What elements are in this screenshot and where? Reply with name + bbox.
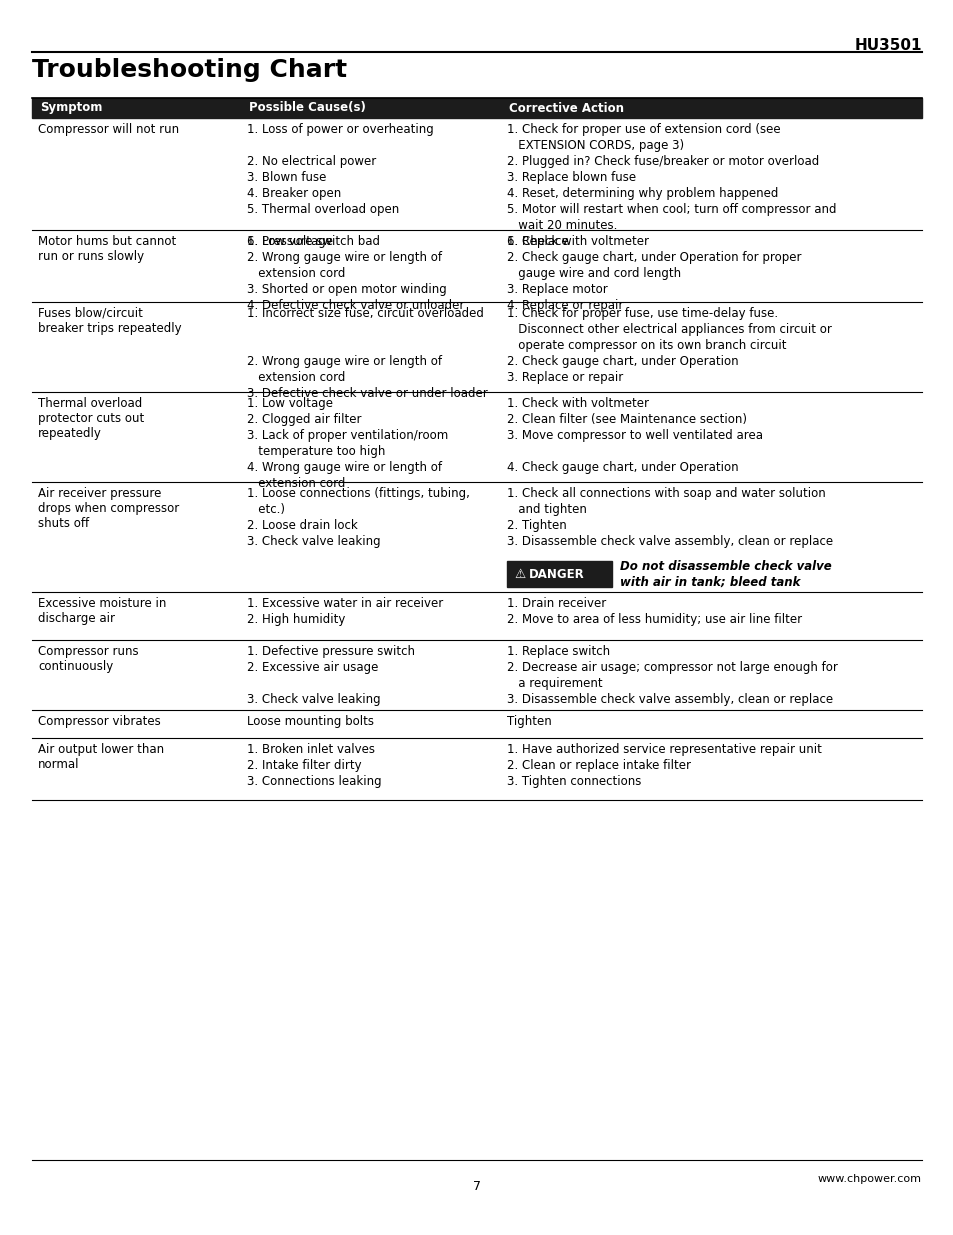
Text: 1. Check for proper use of extension cord (see
   EXTENSION CORDS, page 3)
2. Pl: 1. Check for proper use of extension cor… [506,124,836,248]
Text: 1. Incorrect size fuse, circuit overloaded


2. Wrong gauge wire or length of
  : 1. Incorrect size fuse, circuit overload… [247,308,487,400]
Text: 1. Loss of power or overheating

2. No electrical power
3. Blown fuse
4. Breaker: 1. Loss of power or overheating 2. No el… [247,124,434,248]
Bar [32,98,921,119]
Text: Compressor runs
continuously: Compressor runs continuously [38,645,138,673]
Text: Corrective Action: Corrective Action [509,101,623,115]
Text: HU3501: HU3501 [854,38,921,53]
Text: DANGER: DANGER [529,568,584,580]
Text: 1. Check all connections with soap and water solution
   and tighten
2. Tighten
: 1. Check all connections with soap and w… [506,487,832,548]
Text: 1. Excessive water in air receiver
2. High humidity: 1. Excessive water in air receiver 2. Hi… [247,597,443,626]
Text: www.chpower.com: www.chpower.com [817,1174,921,1184]
Text: 1. Drain receiver
2. Move to area of less humidity; use air line filter: 1. Drain receiver 2. Move to area of les… [506,597,801,626]
Text: Compressor will not run: Compressor will not run [38,124,179,136]
Text: 1. Defective pressure switch
2. Excessive air usage

3. Check valve leaking: 1. Defective pressure switch 2. Excessiv… [247,645,415,706]
Text: Tighten: Tighten [506,715,551,727]
Text: Do not disassemble check valve
with air in tank; bleed tank: Do not disassemble check valve with air … [619,559,831,589]
Bar [506,561,612,587]
Text: 1. Broken inlet valves
2. Intake filter dirty
3. Connections leaking: 1. Broken inlet valves 2. Intake filter … [247,743,381,788]
Text: 1. Low voltage
2. Wrong gauge wire or length of
   extension cord
3. Shorted or : 1. Low voltage 2. Wrong gauge wire or le… [247,235,464,312]
Text: Air output lower than
normal: Air output lower than normal [38,743,164,771]
Text: Loose mounting bolts: Loose mounting bolts [247,715,374,727]
Text: 1. Check for proper fuse, use time-delay fuse.
   Disconnect other electrical ap: 1. Check for proper fuse, use time-delay… [506,308,831,384]
Text: 1. Loose connections (fittings, tubing,
   etc.)
2. Loose drain lock
3. Check va: 1. Loose connections (fittings, tubing, … [247,487,470,548]
Text: Thermal overload
protector cuts out
repeatedly: Thermal overload protector cuts out repe… [38,396,144,440]
Text: Compressor vibrates: Compressor vibrates [38,715,161,727]
Text: Symptom: Symptom [40,101,102,115]
Text: 7: 7 [473,1179,480,1193]
Text: 1. Check with voltmeter
2. Clean filter (see Maintenance section)
3. Move compre: 1. Check with voltmeter 2. Clean filter … [506,396,762,474]
Text: Troubleshooting Chart: Troubleshooting Chart [32,58,347,82]
Text: Fuses blow/circuit
breaker trips repeatedly: Fuses blow/circuit breaker trips repeate… [38,308,181,335]
Text: 1. Have authorized service representative repair unit
2. Clean or replace intake: 1. Have authorized service representativ… [506,743,821,788]
Text: Motor hums but cannot
run or runs slowly: Motor hums but cannot run or runs slowly [38,235,176,263]
Text: 1. Replace switch
2. Decrease air usage; compressor not large enough for
   a re: 1. Replace switch 2. Decrease air usage;… [506,645,837,706]
Text: Possible Cause(s): Possible Cause(s) [249,101,366,115]
Text: 1. Check with voltmeter
2. Check gauge chart, under Operation for proper
   gaug: 1. Check with voltmeter 2. Check gauge c… [506,235,801,312]
Text: Air receiver pressure
drops when compressor
shuts off: Air receiver pressure drops when compres… [38,487,179,530]
Text: ⚠: ⚠ [514,568,525,580]
Text: 1. Low voltage
2. Clogged air filter
3. Lack of proper ventilation/room
   tempe: 1. Low voltage 2. Clogged air filter 3. … [247,396,448,490]
Text: Excessive moisture in
discharge air: Excessive moisture in discharge air [38,597,166,625]
